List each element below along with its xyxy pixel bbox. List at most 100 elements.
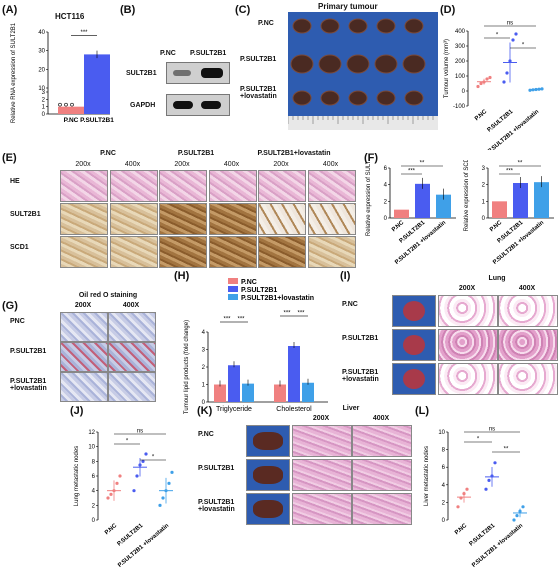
bar bbox=[228, 365, 240, 402]
y-tick-label: 30 bbox=[38, 49, 45, 55]
x-tick-label: P.NC bbox=[64, 117, 79, 124]
significance-label: *** bbox=[297, 311, 305, 317]
y-tick-label: 3 bbox=[202, 348, 206, 354]
data-point bbox=[465, 487, 469, 491]
ihc-image bbox=[109, 236, 158, 268]
organ bbox=[403, 301, 425, 321]
panel-j-label: (J) bbox=[70, 405, 84, 417]
row-label: SCD1 bbox=[10, 244, 29, 251]
data-point bbox=[488, 75, 492, 80]
y-tick-label: 200 bbox=[455, 59, 466, 65]
significance-label: ** bbox=[504, 447, 509, 453]
tumour bbox=[290, 54, 314, 74]
ihc-image bbox=[208, 236, 257, 268]
blot-row-gapdh: GAPDH bbox=[130, 102, 156, 109]
organ-photo bbox=[246, 425, 290, 457]
significance-label: * bbox=[522, 43, 525, 49]
organ-photo bbox=[392, 329, 436, 361]
panel-i-label: (I) bbox=[340, 270, 351, 282]
tumour bbox=[348, 90, 368, 106]
magnification-label: 400X bbox=[518, 285, 536, 292]
bar bbox=[288, 346, 300, 402]
data-point bbox=[161, 496, 165, 500]
data-point bbox=[493, 461, 497, 465]
panel-l-chart: 0 2 4 6 8 10 Liver metastatic nodes P.NC P.SULT2… bbox=[424, 427, 527, 569]
tumour bbox=[320, 18, 340, 34]
row-label: P.SULT2B1 bbox=[198, 465, 235, 472]
bar bbox=[242, 383, 254, 402]
magnification-label: 200x bbox=[174, 161, 190, 168]
significance-label: * bbox=[477, 437, 480, 443]
x-tick-label: P.NC bbox=[391, 220, 406, 234]
oil-red-image bbox=[108, 372, 156, 402]
legend-swatch bbox=[228, 278, 238, 284]
significance-label: * bbox=[152, 455, 155, 461]
histology-image bbox=[498, 295, 558, 327]
lane-label-sult: P.SULT2B1 bbox=[190, 50, 227, 57]
y-tick-label: 400 bbox=[455, 29, 466, 35]
magnification-label: 200X bbox=[458, 285, 476, 292]
oil-red-image bbox=[60, 342, 108, 372]
y-axis-label: Relative expression of SULT2B1 bbox=[366, 160, 372, 236]
y-tick-label: 6 bbox=[92, 474, 96, 480]
data-point bbox=[58, 102, 62, 107]
row-label: P.SULT2B1 +lovastatin bbox=[198, 499, 235, 513]
x-tick-label: P.SULT2B1 bbox=[469, 523, 497, 548]
organ bbox=[253, 432, 283, 450]
x-tick-label: P.SULT2B1 bbox=[80, 117, 114, 124]
organ-photo bbox=[246, 459, 290, 491]
y-tick-label: 2 bbox=[92, 503, 96, 509]
ihc-image bbox=[307, 170, 356, 202]
organ bbox=[253, 466, 283, 484]
x-tick-label: P.NC bbox=[454, 523, 469, 537]
panel-b-label: (B) bbox=[120, 4, 136, 16]
y-tick-label: 0 bbox=[384, 216, 388, 222]
y-tick-label: 0 bbox=[42, 112, 46, 118]
data-point bbox=[456, 505, 460, 509]
significance-label: *** bbox=[237, 317, 245, 323]
y-tick-label: 2 bbox=[42, 97, 46, 103]
ihc-image bbox=[258, 170, 306, 202]
oil-red-image bbox=[108, 312, 156, 342]
data-point bbox=[514, 32, 518, 36]
y-tick-label: 3 bbox=[42, 90, 46, 96]
tumour bbox=[320, 90, 340, 106]
y-tick-label: 4 bbox=[442, 483, 446, 489]
significance-label: * bbox=[496, 33, 499, 39]
bar bbox=[415, 183, 430, 218]
y-axis-label: Lung metastatic nodes bbox=[74, 446, 80, 506]
legend-label: P.NC bbox=[241, 279, 257, 286]
data-point bbox=[502, 80, 506, 84]
panel-g-label: (G) bbox=[2, 300, 18, 312]
y-tick-label: 2 bbox=[442, 500, 446, 506]
x-tick-label: P.NC bbox=[104, 523, 119, 537]
histology-image bbox=[438, 329, 498, 361]
data-point bbox=[132, 489, 136, 493]
panel-h-chart: 0 1 2 3 4 Tumour lipid products (fold change)… bbox=[184, 278, 328, 414]
data-point bbox=[487, 478, 491, 482]
row-label: P.NC bbox=[342, 301, 358, 308]
y-tick-label: 0 bbox=[462, 89, 466, 95]
data-point bbox=[167, 481, 171, 485]
y-tick-label: 12 bbox=[88, 430, 95, 436]
magnification-label: 200X bbox=[312, 415, 330, 422]
panel-f-label: (F) bbox=[364, 152, 379, 164]
tumour-row-lova: P.SULT2B1 +lovastatin bbox=[240, 86, 277, 100]
bar bbox=[274, 384, 286, 402]
panel-j-chart: 0 2 4 6 8 10 12 Lung metastatic nodes P.NCP.SULT… bbox=[74, 429, 174, 569]
group-label: P.NC bbox=[100, 150, 116, 157]
significance-label: ** bbox=[518, 161, 523, 167]
y-tick-label: 4 bbox=[92, 489, 96, 495]
group-label: P.SULT2B1 bbox=[177, 150, 215, 157]
bar bbox=[214, 384, 226, 402]
blot-row-sult2b1: SULT2B1 bbox=[126, 70, 157, 77]
histology-image bbox=[438, 295, 498, 327]
panel-a-label: (A) bbox=[2, 4, 18, 16]
organ-photo bbox=[392, 295, 436, 327]
panel-d-chart: -100 0 100 200 300 400 Tumour volume (mm³) P.NC… bbox=[444, 21, 544, 150]
western-blot-gapdh bbox=[166, 94, 230, 116]
y-tick-label: 1 bbox=[202, 383, 206, 389]
row-label: P.SULT2B1 bbox=[342, 335, 379, 342]
group-label: P.SULT2B1+lovastatin bbox=[257, 150, 331, 157]
y-tick-label: 8 bbox=[92, 459, 96, 465]
